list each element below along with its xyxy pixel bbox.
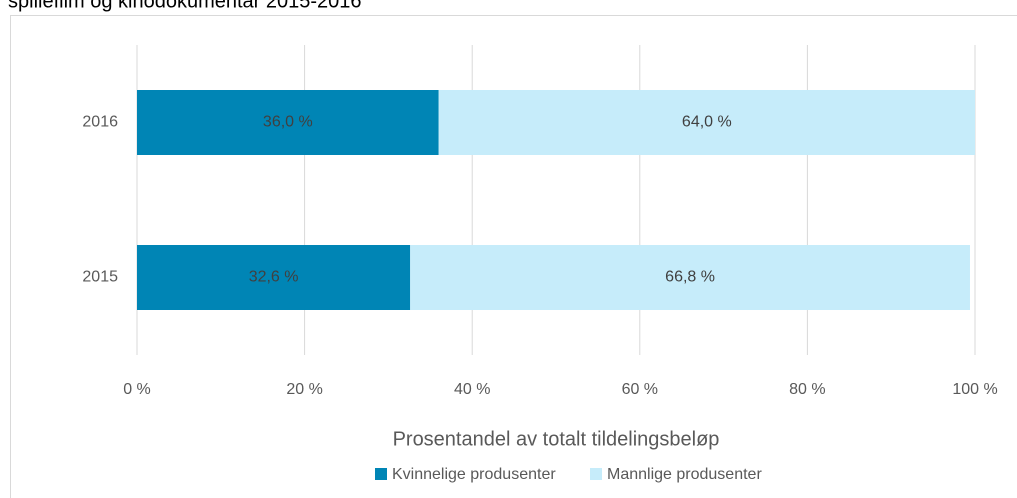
x-tick-label: 0 % <box>123 381 151 398</box>
x-tick-label: 100 % <box>952 381 997 398</box>
y-tick-label: 2015 <box>82 269 118 286</box>
chart-title: spillefilm og kinodokumentar 2015-2016 <box>8 0 362 12</box>
bar-segment <box>137 90 439 155</box>
legend-label: Mannlige produsenter <box>607 466 762 483</box>
x-axis-title: Prosentandel av totalt tildelingsbeløp <box>393 428 720 450</box>
data-label: 36,0 % <box>263 114 313 131</box>
legend-label: Kvinnelige produsenter <box>392 466 556 483</box>
x-tick-label: 60 % <box>622 381 658 398</box>
x-tick-label: 80 % <box>789 381 825 398</box>
bar-segment <box>137 245 411 310</box>
bar-segment <box>438 90 975 155</box>
legend-swatch <box>375 468 387 480</box>
data-label: 32,6 % <box>249 269 299 286</box>
bar-segment <box>410 245 970 310</box>
data-label: 64,0 % <box>682 114 732 131</box>
data-label: 66,8 % <box>665 269 715 286</box>
x-tick-label: 20 % <box>286 381 322 398</box>
x-tick-label: 40 % <box>454 381 490 398</box>
legend-swatch <box>590 468 602 480</box>
y-tick-label: 2016 <box>82 114 118 131</box>
